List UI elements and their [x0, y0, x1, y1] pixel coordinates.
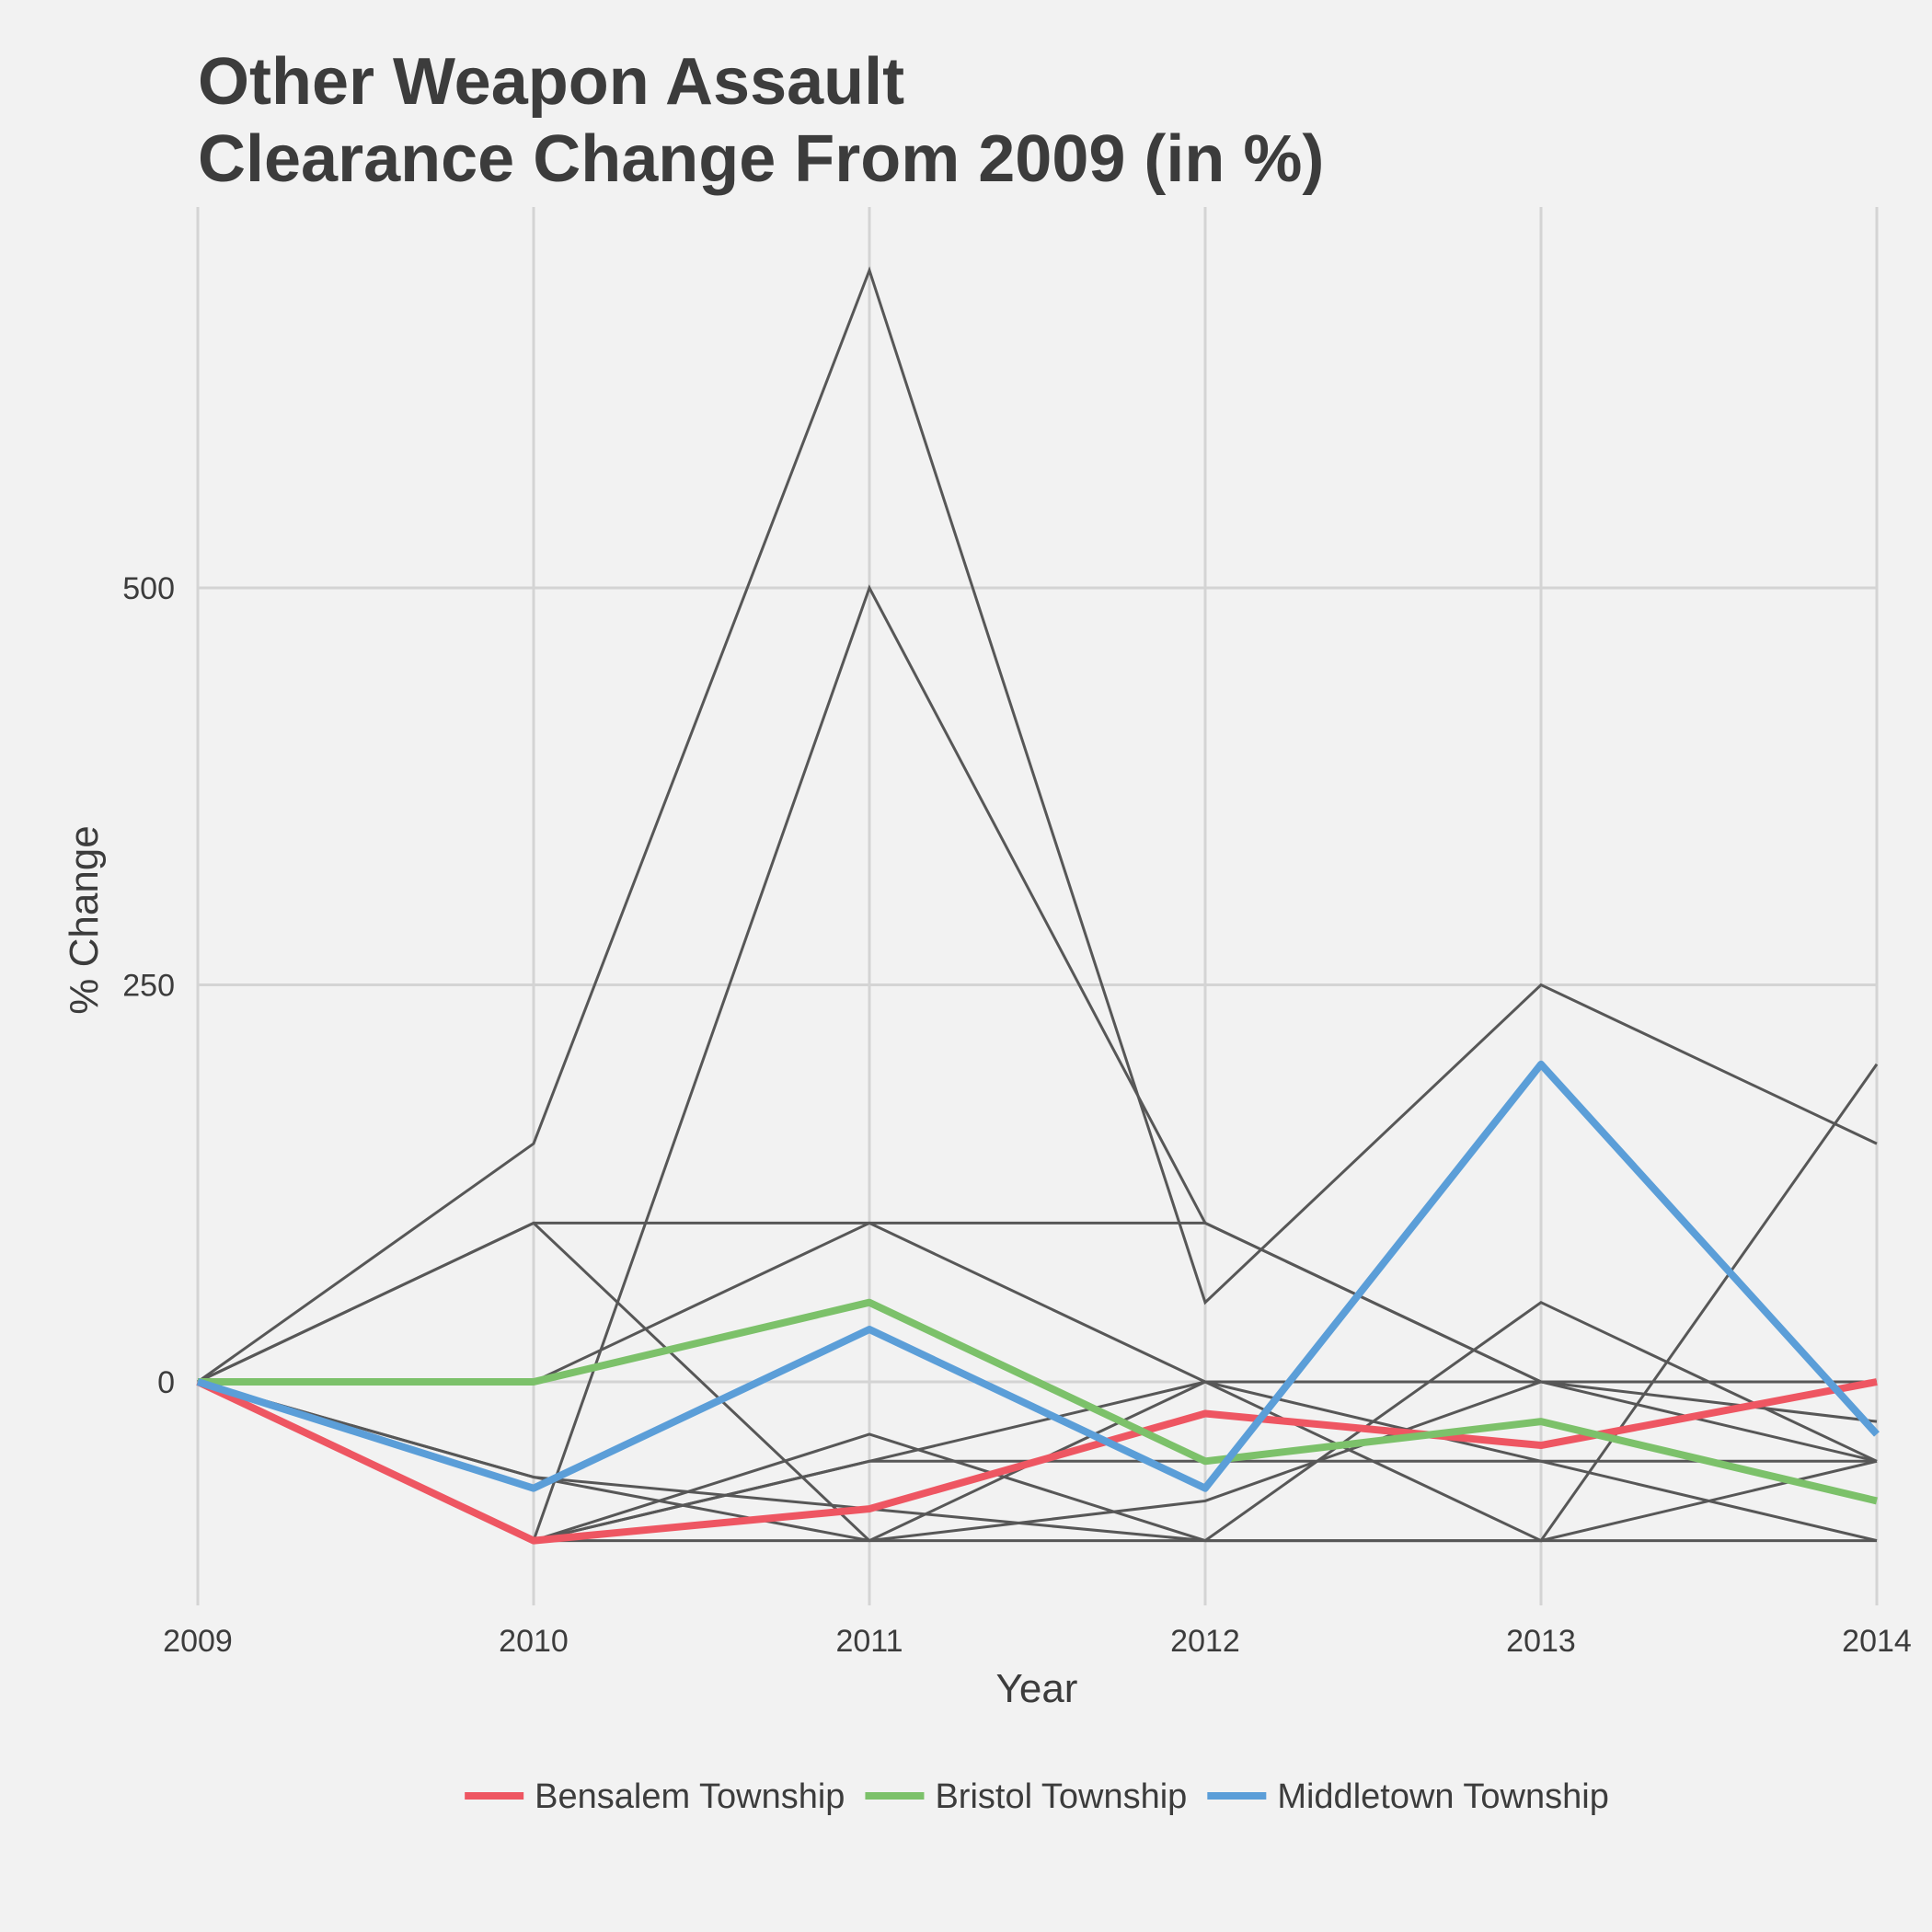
- y-axis-label: % Change: [62, 825, 107, 1014]
- background-series-lines: [197, 266, 1879, 1543]
- y-tick-label-500: 500: [122, 571, 175, 606]
- y-tick-labels: 0 250 500: [122, 571, 175, 1400]
- background-series-line-1: [197, 266, 1878, 1384]
- x-gridlines: [196, 207, 1879, 1605]
- x-axis-label: Year: [996, 1666, 1078, 1711]
- background-series-line-4: [197, 1221, 1878, 1423]
- x-tick-label-2014: 2014: [1842, 1624, 1912, 1659]
- series-line-middletown-township: [196, 1060, 1880, 1492]
- highlighted-series-lines: [196, 1060, 1880, 1545]
- x-tick-label-2013: 2013: [1506, 1624, 1576, 1659]
- series-line-bristol-township: [198, 1298, 1878, 1505]
- legend-label-middletown-township: Middletown Township: [1277, 1777, 1609, 1816]
- legend-label-bensalem-township: Bensalem Township: [535, 1777, 845, 1816]
- legend: Bensalem Township Bristol Township Middlet…: [465, 1777, 1609, 1816]
- x-tick-label-2010: 2010: [499, 1624, 569, 1659]
- background-series-line-5: [198, 1063, 1879, 1543]
- y-tick-label-250: 250: [122, 969, 175, 1004]
- background-series-line-2: [197, 584, 1878, 1543]
- x-tick-label-2009: 2009: [163, 1624, 233, 1659]
- legend-label-bristol-township: Bristol Township: [935, 1777, 1187, 1816]
- y-tick-label-0: 0: [157, 1365, 175, 1400]
- x-tick-label-2012: 2012: [1170, 1624, 1240, 1659]
- x-tick-labels: 2009 2010 2011 2012 2013 2014: [163, 1624, 1912, 1659]
- chart-title-line-1: Other Weapon Assault: [198, 45, 904, 119]
- chart-title-line-2: Clearance Change From 2009 (in %): [198, 122, 1324, 196]
- x-tick-label-2011: 2011: [835, 1624, 903, 1659]
